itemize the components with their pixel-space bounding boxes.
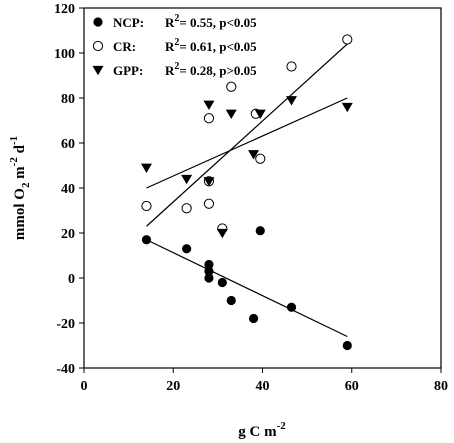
y-tick-label: 40 (61, 182, 75, 197)
data-point-3 (181, 174, 193, 185)
data-point-2 (141, 200, 152, 212)
data-point-3 (341, 102, 353, 113)
x-axis-title-sup: -2 (277, 420, 287, 432)
y-tick-label: 0 (68, 272, 75, 287)
legend-label-3: GPP: (113, 63, 143, 78)
data-point-2 (203, 113, 215, 124)
legend-stat-3: R2= 0.28, p>0.05 (165, 61, 257, 78)
fit-line-1 (146, 239, 348, 338)
legend-stat-sup: 2 (174, 37, 179, 48)
fit-line-2 (146, 43, 348, 227)
y-axis-title: mmol O2 m-2 d-1 (8, 136, 32, 240)
data-point-1 (286, 302, 297, 312)
data-point-1 (342, 340, 352, 351)
data-point-3 (216, 228, 228, 239)
data-point-1 (204, 259, 214, 270)
data-point-3 (254, 109, 266, 119)
legend-stat-sup: 2 (174, 13, 179, 24)
data-point-1 (141, 235, 152, 245)
data-point-2 (226, 81, 237, 92)
data-point-1 (226, 295, 236, 306)
y-tick-label: 20 (61, 227, 75, 242)
legend-stat-value: = 0.61, p<0.05 (179, 39, 257, 54)
data-point-1 (182, 244, 192, 254)
x-tick-label: 60 (345, 379, 359, 394)
x-tick-label: 40 (256, 379, 270, 394)
data-point-2 (255, 153, 266, 164)
data-point-3 (140, 163, 152, 173)
data-point-1 (204, 266, 214, 276)
legend-marker-1 (93, 17, 103, 27)
y-axis-title-sub: 2 (20, 182, 32, 188)
legend-stat-value: = 0.28, p>0.05 (179, 63, 257, 78)
data-point-1 (248, 313, 259, 324)
y-tick-label: -40 (56, 362, 75, 377)
data-point-3 (248, 150, 260, 160)
data-point-1 (217, 277, 227, 288)
y-tick-label: 80 (61, 92, 75, 107)
fit-line-3 (146, 97, 348, 189)
data-point-2 (203, 198, 215, 209)
data-point-1 (204, 273, 214, 283)
legend-stat-2: R2= 0.61, p<0.05 (165, 37, 257, 54)
data-point-3 (286, 96, 298, 106)
y-axis-title-sup: -1 (8, 136, 20, 145)
x-axis-title: g C m-2 (238, 420, 286, 440)
legend-stat-sup: 2 (174, 61, 179, 72)
y-axis-title-text: d (12, 144, 28, 157)
y-axis-title-text: mmol O (12, 188, 28, 240)
legend-stat-r: R (165, 39, 175, 54)
legend-stat-value: = 0.55, p<0.05 (179, 15, 257, 30)
y-tick-label: -20 (56, 317, 75, 332)
data-point-2 (181, 203, 192, 214)
fit-lines (146, 43, 348, 338)
x-tick-label: 0 (81, 379, 88, 394)
legend-label-2: CR: (113, 39, 136, 54)
legend-stat-1: R2= 0.55, p<0.05 (165, 13, 257, 30)
legend-marker-2 (92, 40, 104, 52)
x-axis-title-text: g C m (238, 424, 277, 440)
y-axis-title-text: m (12, 166, 28, 183)
data-point-2 (342, 34, 353, 45)
data-point-3 (203, 100, 215, 110)
data-point-1 (255, 226, 265, 236)
y-tick-label: 120 (54, 2, 75, 17)
y-tick-label: 100 (54, 47, 75, 62)
data-point-2 (286, 61, 297, 72)
axis-ticks: 0 20 40 60 80 -40 -20 0 20 40 60 80 100 120 (54, 2, 448, 394)
legend-marker-3 (92, 65, 104, 76)
legend-stat-r: R (165, 15, 175, 30)
x-tick-label: 20 (166, 379, 180, 394)
x-tick-label: 80 (434, 379, 448, 394)
data-points (140, 34, 353, 351)
data-point-3 (203, 177, 215, 187)
legend-label-1: NCP: (113, 15, 144, 30)
legend-stat-r: R (165, 63, 175, 78)
data-point-3 (225, 109, 237, 119)
y-axis-title-sup: -2 (8, 157, 20, 167)
y-tick-label: 60 (61, 137, 75, 152)
plot-frame (83, 7, 442, 369)
